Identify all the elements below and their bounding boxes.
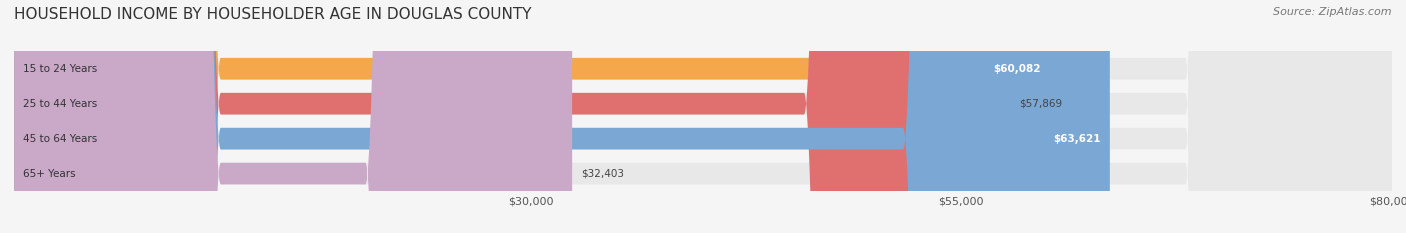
Text: $60,082: $60,082 [993, 64, 1040, 74]
FancyBboxPatch shape [14, 0, 1392, 233]
Text: HOUSEHOLD INCOME BY HOUSEHOLDER AGE IN DOUGLAS COUNTY: HOUSEHOLD INCOME BY HOUSEHOLDER AGE IN D… [14, 7, 531, 22]
Text: 15 to 24 Years: 15 to 24 Years [22, 64, 97, 74]
Text: Source: ZipAtlas.com: Source: ZipAtlas.com [1274, 7, 1392, 17]
Text: 25 to 44 Years: 25 to 44 Years [22, 99, 97, 109]
FancyBboxPatch shape [14, 0, 1392, 233]
Text: $32,403: $32,403 [581, 169, 624, 178]
FancyBboxPatch shape [14, 0, 572, 233]
Text: $57,869: $57,869 [1019, 99, 1063, 109]
FancyBboxPatch shape [14, 0, 1049, 233]
FancyBboxPatch shape [14, 0, 1109, 233]
Text: 45 to 64 Years: 45 to 64 Years [22, 134, 97, 144]
Text: 65+ Years: 65+ Years [22, 169, 76, 178]
FancyBboxPatch shape [14, 0, 1392, 233]
FancyBboxPatch shape [14, 0, 1011, 233]
FancyBboxPatch shape [14, 0, 1392, 233]
Text: $63,621: $63,621 [1053, 134, 1101, 144]
